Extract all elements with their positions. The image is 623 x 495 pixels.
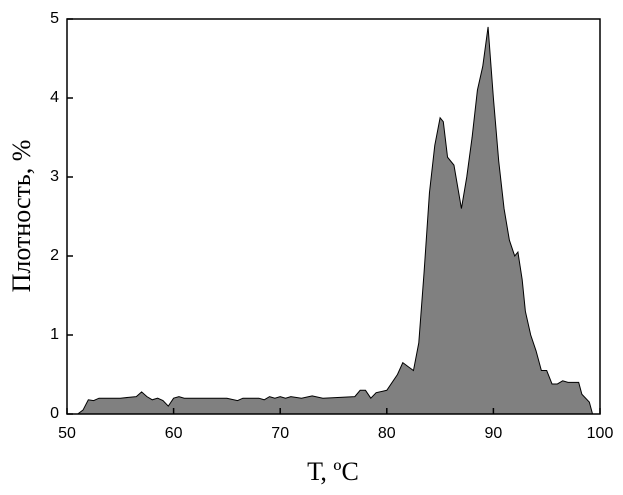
x-tick-label: 60 (165, 425, 183, 442)
x-axis-label: Т, ºС (307, 457, 359, 486)
y-tick-label: 5 (50, 10, 59, 27)
y-tick-label: 2 (50, 247, 59, 264)
plot-frame (66, 18, 601, 415)
y-tick-label: 4 (50, 89, 59, 106)
area (76, 26, 594, 415)
x-tick-label: 50 (58, 425, 76, 442)
x-tick-label: 70 (271, 425, 289, 442)
y-axis-label: Плотность, % (7, 140, 36, 293)
x-tick-label: 80 (378, 425, 396, 442)
y-tick-label: 0 (50, 405, 59, 422)
y-tick-label: 3 (50, 168, 59, 185)
y-tick-label: 1 (50, 326, 59, 343)
x-tick-label: 90 (485, 425, 503, 442)
x-tick-label: 100 (587, 425, 614, 442)
